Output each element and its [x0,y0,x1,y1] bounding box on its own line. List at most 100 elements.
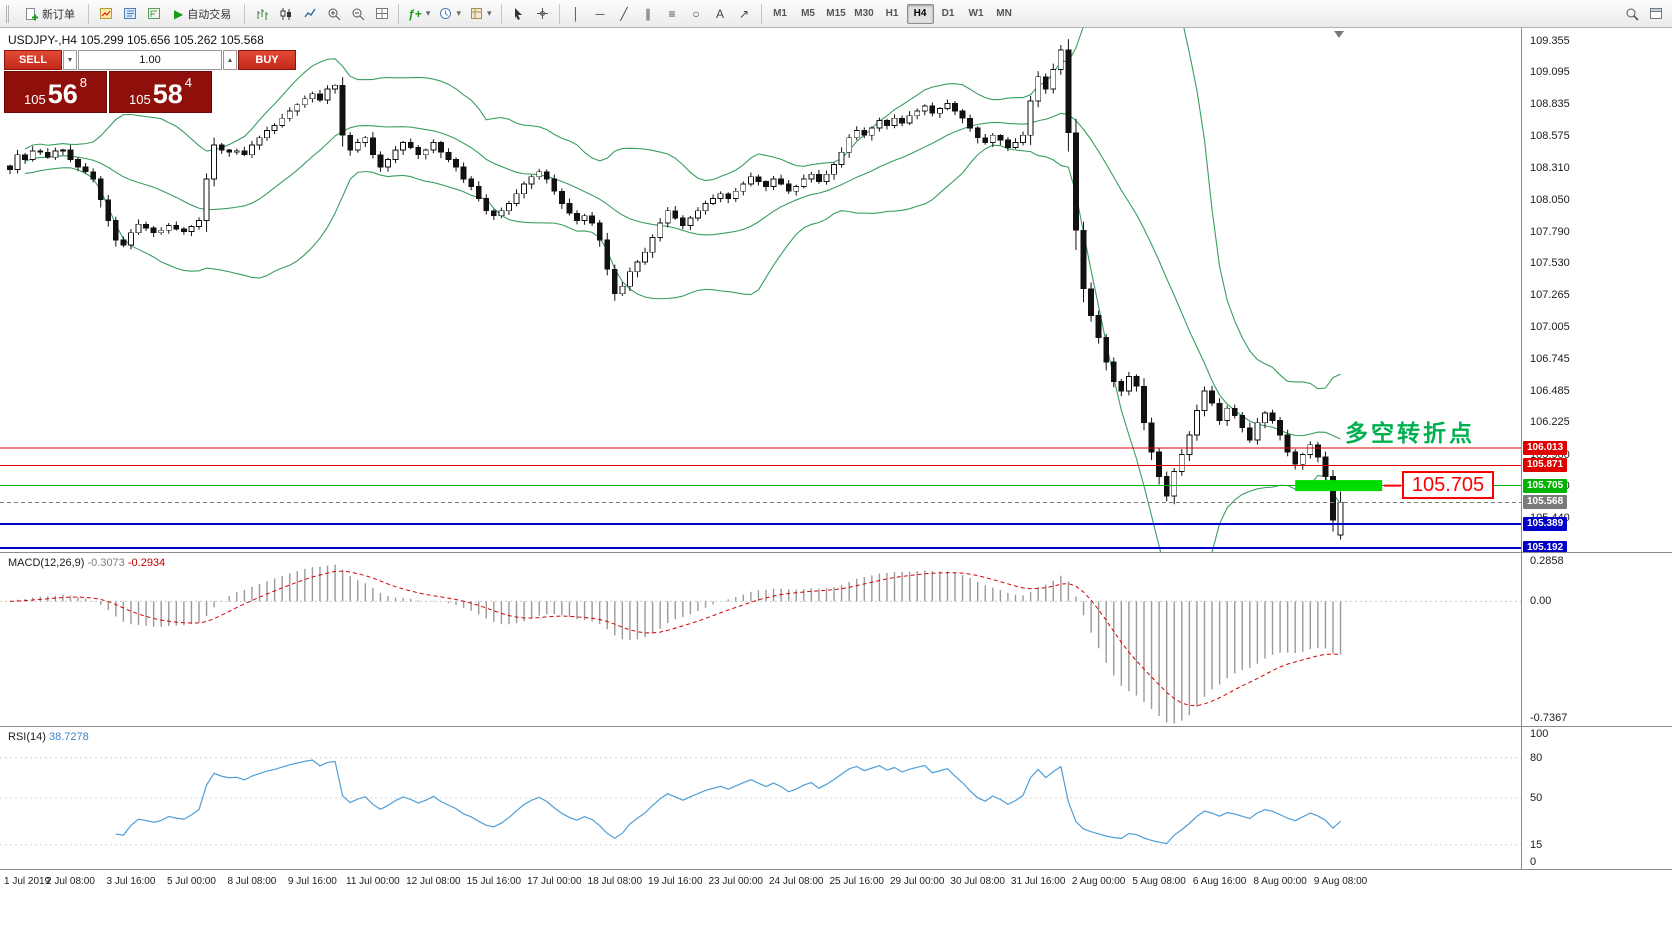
candle-body [180,228,187,232]
y-axis-label: 108.835 [1530,98,1570,111]
candle-body [362,137,369,143]
time-axis-label: 5 Jul 00:00 [166,876,216,887]
line-chart-button[interactable] [298,3,321,25]
rsi-axis-label: 15 [1530,838,1543,851]
timeframe-m5-button[interactable]: M5 [795,4,822,24]
time-axis-label: 25 Jul 16:00 [829,876,884,887]
horizontal-line-tool-button[interactable]: ─ [589,3,612,25]
price-chart-panel[interactable]: USDJPY-,H4 105.299 105.656 105.262 105.5… [0,28,1521,552]
rsi-panel[interactable]: RSI(14) 38.7278 [0,727,1521,869]
candle-body [407,142,414,148]
sell-price-display[interactable]: 105 56 8 [4,71,107,113]
turning-point-annotation[interactable]: 多空转折点 [1345,420,1475,446]
dropdown-icon: ▾ [425,8,431,18]
autotrading-button[interactable]: ▶ 自动交易 [166,3,239,25]
toolbar-grip[interactable] [6,4,11,23]
text-tool-button[interactable]: A [709,3,732,25]
candle-body [438,142,444,153]
macd-panel[interactable]: MACD(12,26,9) -0.3073 -0.2934 [0,553,1521,726]
candle-body [339,84,346,136]
candle-body [105,199,112,221]
arrows-tool-button[interactable]: ↗ [733,3,756,25]
time-axis-label: 8 Jul 08:00 [227,876,277,887]
timeframe-m30-button[interactable]: M30 [851,4,878,24]
buy-price-display[interactable]: 105 58 4 [109,71,212,113]
timeframe-mn-button[interactable]: MN [991,4,1018,24]
volume-decrease-button[interactable]: ▼ [63,50,77,70]
channel-tool-button[interactable]: ∥ [637,3,660,25]
zoom-out-button[interactable] [346,3,369,25]
zoom-in-button[interactable] [322,3,345,25]
timeframe-m15-button[interactable]: M15 [823,4,850,24]
candle-body [44,151,51,158]
fibonacci-tool-button[interactable]: ≡ [661,3,684,25]
shapes-tool-button[interactable]: ○ [685,3,708,25]
price-callout[interactable]: 105.705 [1402,471,1494,499]
candle-body [997,134,1004,141]
toolbar-divider [88,3,89,24]
candle-body [400,142,407,151]
timeframe-w1-button[interactable]: W1 [963,4,990,24]
volume-input[interactable] [78,50,222,70]
sell-button[interactable]: SELL [4,50,62,70]
time-axis-label: 9 Jul 16:00 [287,876,337,887]
highlight-segment[interactable] [1295,480,1383,492]
new-order-button[interactable]: 新订单 [16,3,83,25]
buy-price-frac: 4 [184,75,192,90]
candle-body [808,173,815,180]
time-axis[interactable]: 1 Jul 2019 2 Jul 08:00 3 Jul 16:00 5 Jul 00… [0,870,1672,896]
new-chart-window-button[interactable] [1644,3,1667,25]
toolbar-divider [558,3,560,24]
crosshair-button[interactable] [531,3,554,25]
autotrading-label: 自动交易 [187,8,232,21]
search-button[interactable] [1620,3,1643,25]
candle-body [1269,412,1276,421]
candle-body [604,239,611,270]
candle-body [634,261,641,273]
timeframe-d1-button[interactable]: D1 [935,4,962,24]
y-axis-label: 107.530 [1530,257,1570,270]
vertical-line-tool-button[interactable]: │ [565,3,588,25]
volume-increase-button[interactable]: ▲ [223,50,237,70]
candle-body [226,149,233,153]
timeframe-h4-button[interactable]: H4 [906,3,934,24]
chart-shift-marker-icon[interactable] [1334,31,1344,38]
bar-chart-button[interactable] [250,3,273,25]
candle-body [468,178,475,187]
panel-separator[interactable] [0,869,1672,870]
macd-chart[interactable] [0,553,1521,726]
buy-button[interactable]: BUY [238,50,296,70]
data-window-button[interactable] [118,3,141,25]
macd-axis: 0.2858 0.00 -0.7367 [1522,553,1672,726]
market-watch-button[interactable] [94,3,117,25]
time-axis-label: 8 Aug 00:00 [1253,876,1307,887]
candle-body [60,149,66,152]
panel-separator[interactable] [0,552,1672,553]
templates-button[interactable]: ▾ [466,3,496,25]
candle-body [203,178,210,221]
rsi-label: RSI(14) 38.7278 [8,731,89,743]
timeframe-m1-button[interactable]: M1 [767,4,794,24]
tile-windows-button[interactable] [370,3,393,25]
cursor-button[interactable] [507,3,530,25]
candle-body [785,183,792,192]
candle-body [1035,76,1042,102]
panel-separator[interactable] [0,726,1672,727]
candlestick-chart[interactable] [0,28,1521,552]
time-axis-label: 12 Jul 08:00 [406,876,461,887]
trendline-tool-button[interactable]: ╱ [613,3,636,25]
one-click-trading-widget: SELL ▼ ▲ BUY 105 56 8 105 58 4 [4,50,296,113]
indicators-button[interactable]: ƒ+ ▾ [404,3,434,25]
time-axis-label: 2 Jul 08:00 [46,876,95,887]
candle-body [1027,100,1034,136]
rsi-chart[interactable] [0,727,1521,869]
candlestick-chart-button[interactable] [274,3,297,25]
navigator-button[interactable] [142,3,165,25]
candle-body [831,164,837,175]
periods-button[interactable]: ▾ [435,3,465,25]
candle-body [385,159,391,168]
timeframe-h1-button[interactable]: H1 [879,4,906,24]
candle-body [521,183,527,195]
price-axis[interactable]: 109.355 109.095 108.835 108.575 108.310 108.0… [1522,28,1672,552]
new-order-icon [26,7,38,20]
